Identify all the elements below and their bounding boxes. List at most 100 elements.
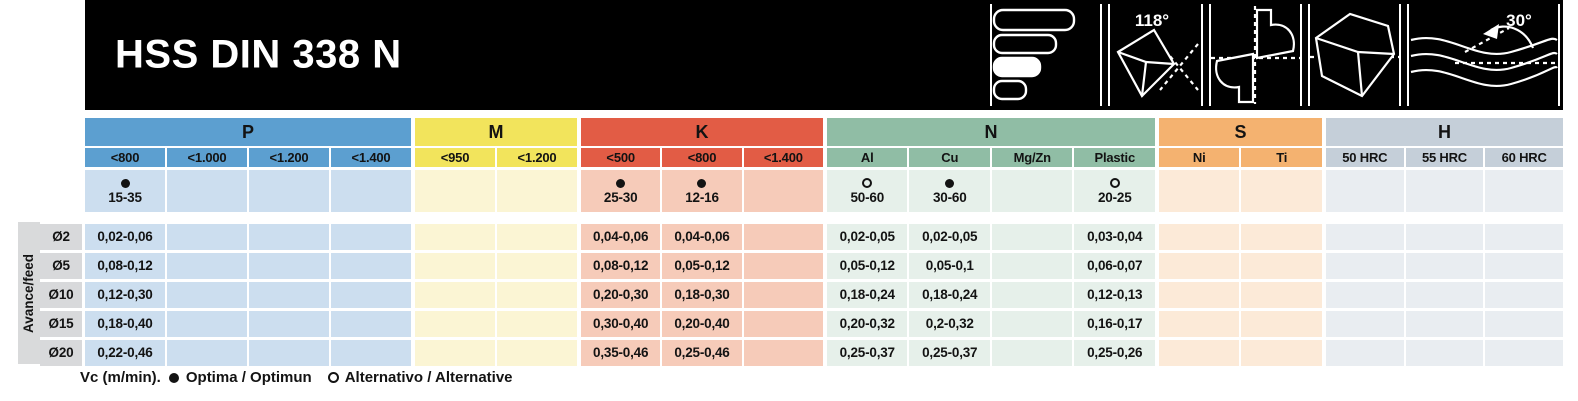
drill-spec-icons: 118° [990,4,1560,106]
feed-value-cell: 0,20-0,30 [581,282,661,308]
size-range-bars-icon [990,4,1102,106]
feed-value-cell [497,340,577,366]
feed-value-cell: 0,25-0,37 [826,340,908,366]
feed-value-cell: 0,04-0,06 [581,224,661,250]
feed-value-cell [1405,253,1484,279]
vc-cell: 20-25 [1074,170,1155,212]
table-row: Ø15 0,18-0,40 0,30-0,40 0,20-0,40 0,20-0,32 0… [15,311,1570,337]
feed-value-cell: 0,12-0,30 [85,282,165,308]
feed-value-cell: 0,25-0,37 [909,340,990,366]
feed-value-cell [1158,340,1240,366]
alternative-label: Alternativo / Alternative [344,369,513,386]
feed-value-cell [1158,253,1240,279]
feed-value-cell [1325,253,1404,279]
feed-value-cell: 0,20-0,40 [662,311,742,337]
feed-axis-strip: Avance/feed [18,222,40,364]
vc-cell: 30-60 [909,170,990,212]
feed-value-cell [1241,282,1322,308]
feed-value-cell [497,282,577,308]
vc-unit-label: Vc (m/min). [80,369,161,386]
helix-angle-label: 30° [1506,11,1532,30]
feed-value-cell [1405,340,1484,366]
subcolumn-header: 60 HRC [1485,148,1563,167]
feed-value-cell [1485,340,1563,366]
feed-value-cell: 0,18-0,24 [826,282,908,308]
vc-cell: 15-35 [85,170,165,212]
feed-value-cell: 0,18-0,30 [662,282,742,308]
subcolumn-header: Mg/Zn [991,148,1073,167]
feed-value-cell: 0,18-0,24 [909,282,990,308]
feed-value-cell [1405,224,1484,250]
feed-value-cell: 0,08-0,12 [581,253,661,279]
feed-value-cell [497,253,577,279]
feed-value-cell [249,282,329,308]
table-row: 15-35 25-30 12-16 50-60 30-60 20-25 [15,170,1570,212]
point-angle-118-icon: 118° [1108,4,1203,106]
vc-cell [1158,170,1240,212]
feed-value-cell [1485,282,1563,308]
subcolumn-header: <800 [85,148,165,167]
vc-cell [331,170,411,212]
feed-value-cell: 0,35-0,46 [581,340,661,366]
feed-value-cell [249,340,329,366]
vc-cell [1241,170,1322,212]
material-group-header: P [85,118,411,146]
feed-value-cell [1241,224,1322,250]
subcolumn-header: <1.400 [331,148,411,167]
feed-value-cell: 0,05-0,1 [909,253,990,279]
feed-value-cell [1405,311,1484,337]
feed-value-cell [249,311,329,337]
subcolumn-header: <1.400 [743,148,823,167]
diameter-label: Ø2 [40,224,82,250]
subcolumn-header: 50 HRC [1325,148,1404,167]
feed-value-cell [743,253,823,279]
legend: Vc (m/min). Optima / Optimun Alternativo… [80,369,513,386]
page-title: HSS DIN 338 N [115,32,402,77]
feed-value-cell [1325,282,1404,308]
table-row: Ø2 0,02-0,06 0,04-0,06 0,04-0,06 0,02-0,05 0,… [15,224,1570,250]
vc-cell [743,170,823,212]
feed-value-cell: 0,02-0,05 [909,224,990,250]
feed-value-cell [249,253,329,279]
feed-value-cell: 0,22-0,46 [85,340,165,366]
feed-value-cell: 0,06-0,07 [1074,253,1155,279]
feed-value-cell [167,311,247,337]
feed-value-cell [991,311,1073,337]
subcolumn-header: <500 [581,148,661,167]
feed-value-cell [497,224,577,250]
alternative-ring-icon [1109,178,1120,188]
table-row: Ø5 0,08-0,12 0,08-0,12 0,05-0,12 0,05-0,12 0,… [15,253,1570,279]
feed-value-cell [1485,311,1563,337]
feed-value-cell [415,224,495,250]
feed-value-cell [167,253,247,279]
subcolumn-header: <1.000 [167,148,247,167]
feed-value-cell [743,311,823,337]
feed-value-cell [991,340,1073,366]
material-group-header: S [1159,118,1322,146]
subcolumn-header: Cu [909,148,990,167]
helix-angle-30-icon: 30° [1407,4,1560,106]
vc-cell: 12-16 [662,170,742,212]
alternative-ring-icon [862,178,873,188]
diameter-label: Ø20 [40,340,82,366]
table-row: Ø20 0,22-0,46 0,35-0,46 0,25-0,46 0,25-0,37 0… [15,340,1570,366]
feed-value-cell [743,340,823,366]
alternative-ring-icon [327,372,339,383]
diameter-label: Ø15 [40,311,82,337]
feed-value-cell [167,282,247,308]
vc-cell [167,170,247,212]
subcolumn-header: 55 HRC [1405,148,1484,167]
feed-value-cell: 0,20-0,32 [826,311,908,337]
vc-cell [249,170,329,212]
feed-value-cell [331,224,411,250]
subcolumn-header: <800 [662,148,742,167]
optima-dot-icon [120,179,130,188]
vc-cell: 25-30 [581,170,661,212]
feed-value-cell: 0,05-0,12 [662,253,742,279]
subcolumn-header: Al [826,148,908,167]
feed-value-cell: 0,02-0,05 [826,224,908,250]
feed-value-cell [331,340,411,366]
optima-dot-icon [945,179,955,188]
feed-value-cell [249,224,329,250]
